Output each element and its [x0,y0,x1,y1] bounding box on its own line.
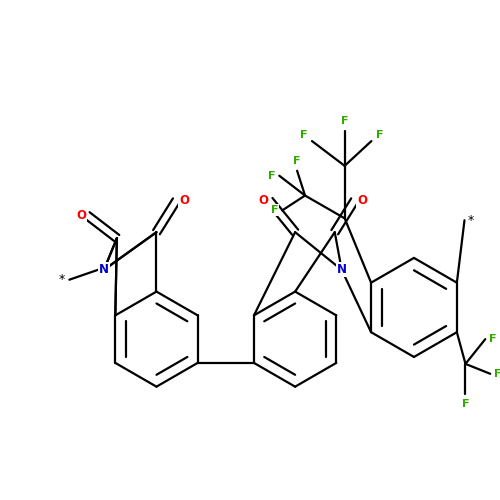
Text: O: O [179,194,189,207]
Text: F: F [490,334,497,344]
Text: F: F [494,369,500,379]
Text: F: F [270,206,278,216]
Text: F: F [462,398,469,408]
Text: O: O [358,194,368,207]
Text: N: N [336,264,346,276]
Text: F: F [341,116,348,126]
Text: F: F [294,156,301,166]
Text: O: O [76,209,86,222]
Text: N: N [99,264,109,276]
Text: F: F [376,130,383,140]
Text: F: F [268,170,275,180]
Text: F: F [300,130,308,140]
Text: O: O [258,194,268,207]
Text: *: * [468,214,473,227]
Text: *: * [58,273,64,286]
